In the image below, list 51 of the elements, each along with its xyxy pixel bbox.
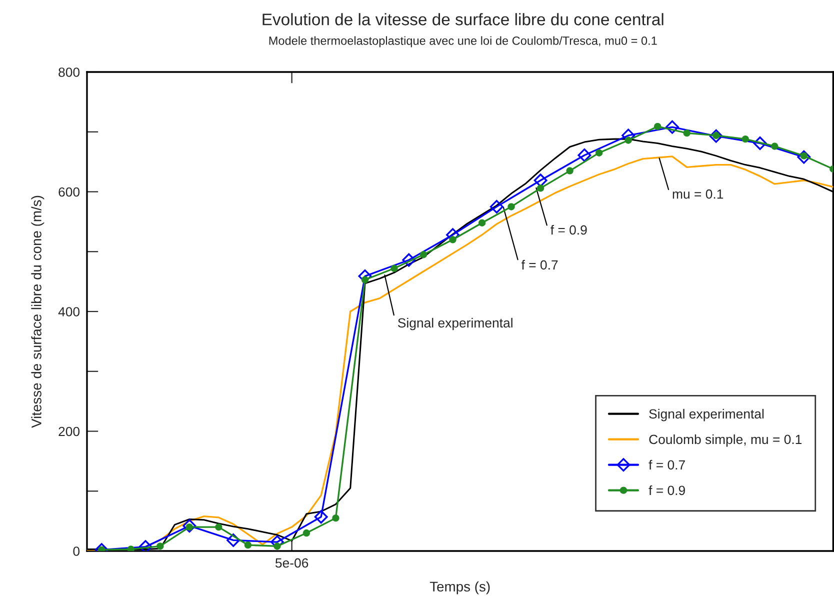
- point: [182, 519, 196, 533]
- y-tick-label: 0: [73, 546, 80, 556]
- point: [274, 542, 281, 550]
- point: [127, 546, 134, 551]
- point: [595, 149, 603, 156]
- point: [508, 203, 515, 210]
- point: [215, 523, 222, 531]
- y-tick-label: 200: [58, 426, 80, 436]
- x-tick-label: 5e-06: [275, 558, 308, 568]
- point: [797, 150, 811, 164]
- point: [156, 542, 164, 550]
- annotation: f = 0.9: [550, 224, 587, 235]
- point: [226, 533, 240, 547]
- point: [402, 253, 416, 267]
- point: [478, 219, 486, 226]
- legend-label: f = 0.9: [648, 485, 685, 496]
- point: [665, 120, 679, 134]
- annotation: Signal experimental: [398, 318, 512, 330]
- point: [302, 529, 310, 537]
- y-tick-label: 600: [58, 187, 80, 197]
- legend-label: f = 0.7: [648, 460, 685, 470]
- point: [420, 251, 428, 258]
- point: [490, 200, 504, 214]
- point: [624, 136, 632, 144]
- point: [709, 129, 723, 143]
- legend-label: Signal experimental: [649, 408, 764, 422]
- x-axis-title: Temps (s): [430, 581, 490, 594]
- annotation: f = 0.7: [521, 260, 558, 270]
- point: [566, 167, 574, 174]
- chart-title: Evolution de la vitesse de surface libre du cone central: [262, 13, 664, 26]
- legend-label: Coulomb simple, mu = 0.1: [649, 434, 802, 447]
- y-tick-label: 800: [58, 68, 80, 77]
- point: [753, 136, 767, 150]
- y-tick-label: 400: [58, 307, 80, 316]
- point: [361, 276, 369, 284]
- y-axis-title: Vitesse de surface libre du cone (m/s): [31, 196, 44, 428]
- chart-subtitle: Modele thermoelastoplastique avec une loi de Coulomb/Tresca, mu0 = 0.1: [269, 36, 657, 48]
- point: [742, 135, 749, 143]
- point: [654, 122, 662, 130]
- annotation: mu = 0.1: [672, 189, 724, 199]
- point: [536, 184, 544, 192]
- point: [332, 514, 340, 522]
- point: [244, 541, 252, 549]
- point: [449, 236, 456, 244]
- point: [138, 540, 152, 551]
- point: [534, 174, 548, 188]
- point: [390, 264, 398, 272]
- point: [314, 510, 328, 524]
- point: [578, 148, 592, 162]
- point: [683, 129, 690, 137]
- point: [771, 142, 778, 150]
